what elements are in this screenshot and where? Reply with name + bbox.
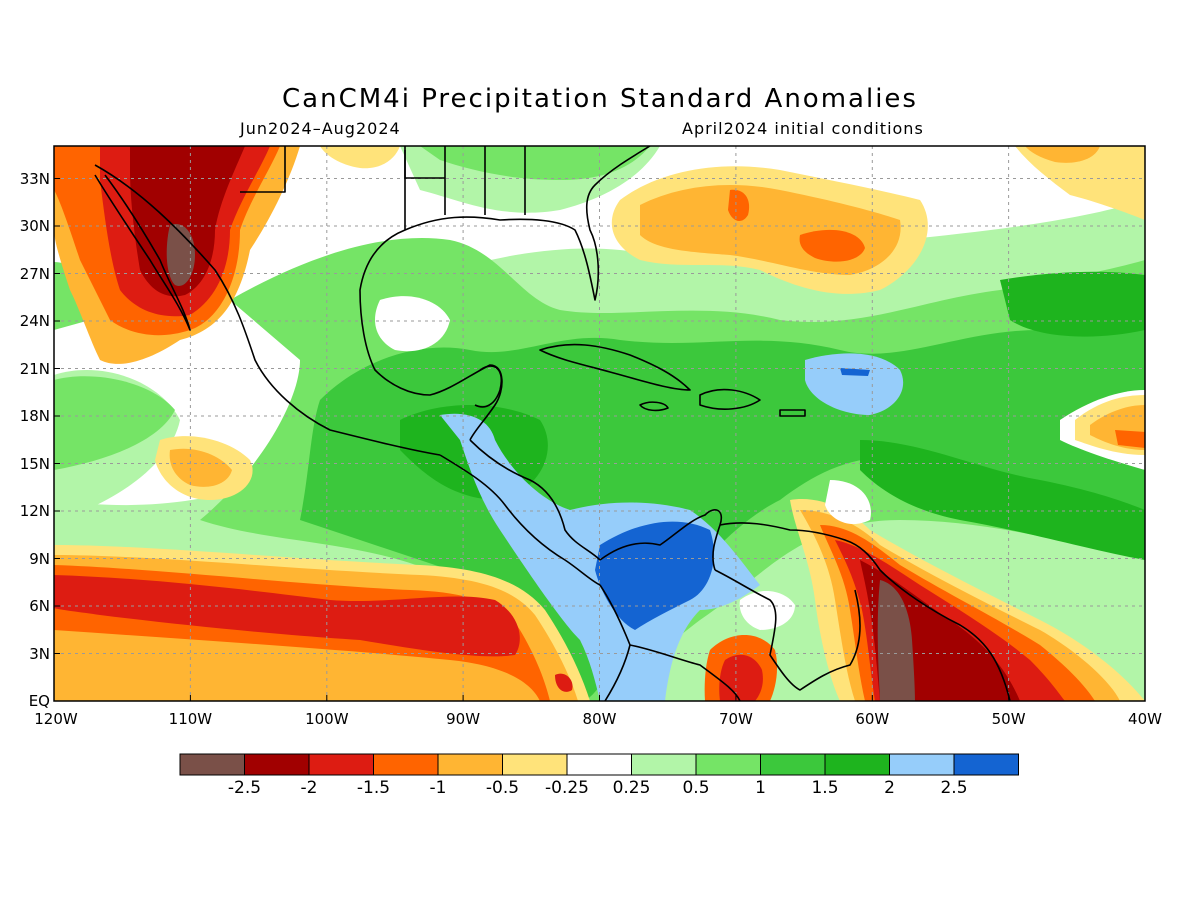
lon-label: 70W	[719, 710, 753, 728]
colorbar-swatch	[760, 753, 826, 776]
lat-label: 6N	[29, 597, 50, 615]
lon-label: 40W	[1128, 710, 1162, 728]
colorbar-swatch	[695, 753, 761, 776]
colorbar-tick-label: -0.25	[545, 778, 589, 798]
colorbar-swatch	[244, 753, 310, 776]
colorbar-tick-label: -2.5	[228, 778, 261, 798]
lon-label: 80W	[583, 710, 617, 728]
lat-label: 9N	[29, 550, 50, 568]
lon-label: 60W	[855, 710, 889, 728]
forecast-period: Jun2024–Aug2024	[240, 119, 401, 138]
colorbar-tick-label: 0.25	[613, 778, 651, 798]
lon-label: 110W	[169, 710, 213, 728]
colorbar-swatch	[308, 753, 374, 776]
colorbar-swatch	[566, 753, 632, 776]
colorbar-tick-label: 1	[755, 778, 766, 798]
colorbar-tick-label: -1	[430, 778, 447, 798]
colorbar-tick-label: 2	[884, 778, 895, 798]
colorbar-tick-label: -1.5	[357, 778, 390, 798]
lon-label: 50W	[992, 710, 1026, 728]
colorbar-tick-label: 2.5	[940, 778, 967, 798]
lat-label: EQ	[29, 692, 50, 710]
colorbar-swatch	[373, 753, 439, 776]
colorbar-swatch	[953, 753, 1019, 776]
lat-label: 21N	[20, 360, 50, 378]
longitude-labels: 120W 110W 100W 90W 80W 70W 60W 50W 40W	[34, 710, 1162, 728]
lon-label: 90W	[446, 710, 480, 728]
colorbar-swatch	[179, 753, 245, 776]
lat-label: 3N	[29, 645, 50, 663]
colorbar-tick-label: -2	[301, 778, 318, 798]
colorbar-swatch	[889, 753, 955, 776]
latitude-labels: 33N 30N 27N 24N 21N 18N 15N 12N 9N 6N 3N…	[20, 170, 50, 710]
colorbar-swatch	[502, 753, 568, 776]
colorbar-swatch	[437, 753, 503, 776]
lat-label: 27N	[20, 265, 50, 283]
map-panel	[54, 146, 1145, 701]
colorbar-labels: -2.5 -2 -1.5 -1 -0.5 -0.25 0.25 0.5 1 1.…	[228, 778, 968, 798]
initial-conditions: April2024 initial conditions	[682, 119, 924, 138]
graticule	[54, 146, 1145, 701]
colorbar-swatch	[824, 753, 890, 776]
lon-label: 100W	[305, 710, 349, 728]
lat-label: 24N	[20, 312, 50, 330]
lon-label: 120W	[34, 710, 78, 728]
lat-label: 15N	[20, 455, 50, 473]
colorbar-tick-label: 1.5	[811, 778, 838, 798]
lat-label: 33N	[20, 170, 50, 188]
colorbar-tick-label: 0.5	[682, 778, 709, 798]
lat-label: 18N	[20, 407, 50, 425]
coastlines	[94, 146, 1011, 701]
colorbar-swatch	[631, 753, 697, 776]
lat-label: 12N	[20, 502, 50, 520]
colorbar-tick-label: -0.5	[486, 778, 519, 798]
axis-ticks	[54, 178, 1010, 701]
colorbar	[179, 753, 1019, 776]
lat-label: 30N	[20, 217, 50, 235]
map-title: CanCM4i Precipitation Standard Anomalies	[282, 84, 918, 114]
